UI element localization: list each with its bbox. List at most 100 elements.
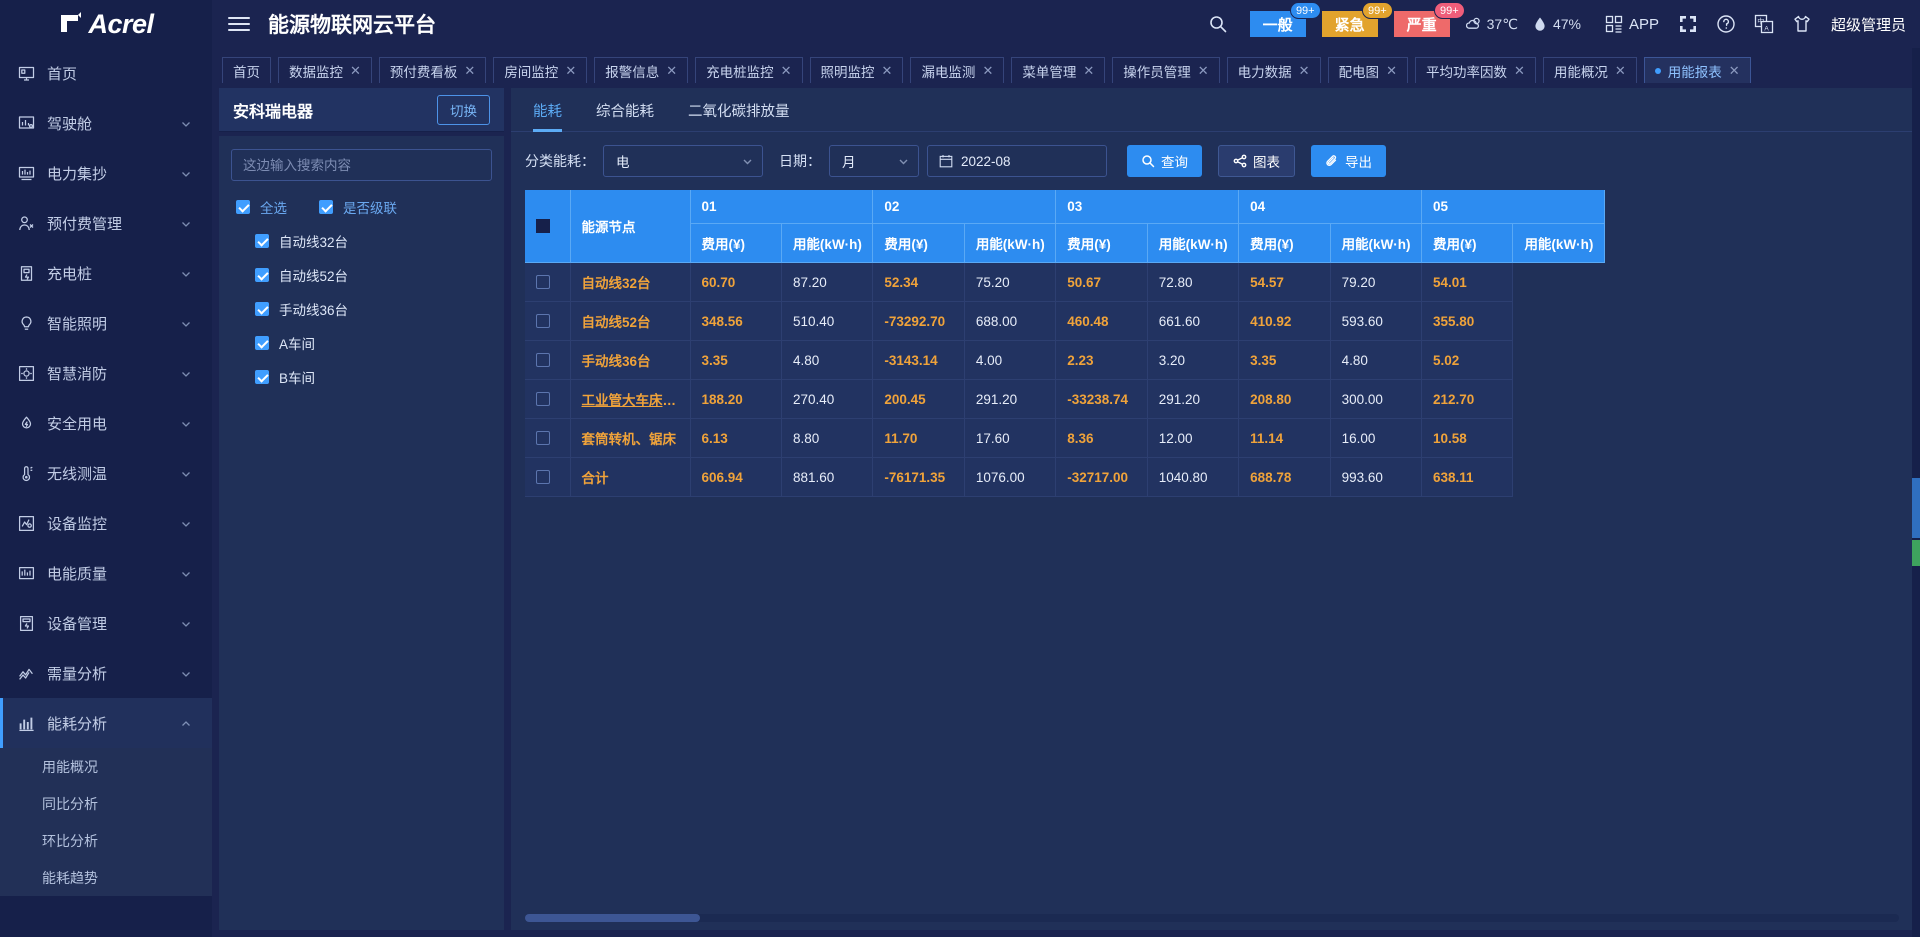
close-icon[interactable]: ✕ — [1197, 63, 1209, 78]
tree-node-checkbox[interactable] — [255, 302, 269, 316]
cascade-label[interactable]: 是否级联 — [343, 201, 397, 216]
scrollbar-thumb[interactable] — [525, 914, 700, 922]
tree-node-checkbox[interactable] — [255, 268, 269, 282]
period-select[interactable]: 月 — [829, 145, 919, 177]
sidebar-subitem-1[interactable]: 同比分析 — [0, 785, 212, 822]
sidebar-item-2[interactable]: 电力集抄 — [0, 148, 212, 198]
close-icon[interactable]: ✕ — [1386, 63, 1397, 78]
row-checkbox-cell[interactable] — [525, 301, 571, 341]
close-icon[interactable]: ✕ — [780, 63, 792, 78]
tree-node-checkbox[interactable] — [255, 336, 269, 350]
tree-node-3[interactable]: A车间 — [231, 333, 492, 353]
row-checkbox[interactable] — [536, 431, 550, 445]
sidebar-item-3[interactable]: 预付费管理 — [0, 198, 212, 248]
sidebar-item-11[interactable]: 设备管理 — [0, 598, 212, 648]
horizontal-scrollbar[interactable] — [525, 914, 1899, 922]
close-icon[interactable]: ✕ — [1298, 63, 1310, 78]
report-table-container[interactable]: 能源节点 01 02 03 04 05 费用(¥) 用能(kW·h) 费用(¥) 用能(kW·h… — [525, 190, 1899, 930]
close-icon[interactable]: ✕ — [350, 63, 361, 78]
page-scrollbar[interactable] — [1912, 48, 1920, 937]
tree-node-2[interactable]: 手动线36台 — [231, 299, 492, 319]
workspace-tab-8[interactable]: 菜单管理 ✕ — [1011, 57, 1106, 83]
table-row[interactable]: 自动线52台 348.56 510.40 -73292.70 688.00 460.48 6… — [525, 301, 1605, 341]
sidebar-item-12[interactable]: 需量分析 — [0, 648, 212, 698]
close-icon[interactable]: ✕ — [1728, 63, 1740, 78]
report-tab-2[interactable]: 二氧化碳排放量 — [688, 104, 790, 120]
tree-node-0[interactable]: 自动线32台 — [231, 231, 492, 251]
workspace-tab-6[interactable]: 照明监控 ✕ — [809, 57, 904, 83]
sidebar-item-13[interactable]: 能耗分析 — [0, 698, 212, 748]
workspace-tab-9[interactable]: 操作员管理 ✕ — [1112, 57, 1220, 83]
user-name[interactable]: 超级管理员 — [1830, 16, 1906, 34]
alarm-chip-2[interactable]: 严重 99+ — [1393, 2, 1465, 37]
workspace-tab-3[interactable]: 房间监控 ✕ — [493, 57, 588, 83]
workspace-tab-14[interactable]: 用能报表 ✕ — [1643, 57, 1751, 83]
sidebar-item-0[interactable]: 首页 — [0, 48, 212, 98]
workspace-tab-4[interactable]: 报警信息 ✕ — [594, 57, 689, 83]
workspace-tab-12[interactable]: 平均功率因数 ✕ — [1414, 57, 1536, 83]
close-icon[interactable]: ✕ — [982, 63, 994, 78]
sidebar-item-6[interactable]: 智慧消防 — [0, 348, 212, 398]
alarm-chip-1[interactable]: 紧急 99+ — [1321, 2, 1393, 37]
workspace-tab-10[interactable]: 电力数据 ✕ — [1226, 57, 1321, 83]
date-picker[interactable]: 2022-08 — [927, 145, 1107, 177]
close-icon[interactable]: ✕ — [565, 63, 577, 78]
table-row[interactable]: 工业管大车床、加... 188.20 270.40 200.45 291.20 -3323… — [525, 379, 1605, 419]
close-icon[interactable]: ✕ — [464, 63, 476, 78]
workspace-tab-5[interactable]: 充电桩监控 ✕ — [695, 57, 803, 83]
row-checkbox-cell[interactable] — [525, 418, 571, 458]
workspace-tab-7[interactable]: 漏电监测 ✕ — [910, 57, 1005, 83]
workspace-tab-2[interactable]: 预付费看板 ✕ — [378, 57, 487, 83]
workspace-tab-11[interactable]: 配电图 ✕ — [1327, 57, 1408, 83]
row-checkbox[interactable] — [536, 392, 550, 406]
sidebar-subitem-0[interactable]: 用能概况 — [0, 748, 212, 785]
sidebar-item-7[interactable]: 安全用电 — [0, 398, 212, 448]
hamburger-icon[interactable] — [228, 13, 250, 35]
tree-node-4[interactable]: B车间 — [231, 367, 492, 387]
sidebar-item-1[interactable]: 驾驶舱 — [0, 98, 212, 148]
table-row[interactable]: 自动线32台 60.70 87.20 52.34 75.20 50.67 72.80 54.5… — [525, 262, 1605, 302]
cascade-checkbox[interactable] — [319, 200, 333, 214]
sidebar-item-8[interactable]: 无线测温 — [0, 448, 212, 498]
row-checkbox-cell[interactable] — [525, 457, 571, 497]
sidebar-item-10[interactable]: 电能质量 — [0, 548, 212, 598]
select-all-label[interactable]: 全选 — [260, 201, 287, 216]
close-icon[interactable]: ✕ — [1513, 63, 1525, 78]
tree-node-checkbox[interactable] — [255, 234, 269, 248]
close-icon[interactable]: ✕ — [1614, 63, 1626, 78]
row-checkbox[interactable] — [536, 470, 550, 484]
export-button[interactable]: 导出 — [1311, 145, 1386, 177]
help-circle-icon[interactable] — [1716, 14, 1736, 34]
sidebar-item-9[interactable]: 设备监控 — [0, 498, 212, 548]
search-input[interactable] — [231, 149, 492, 181]
sidebar-item-5[interactable]: 智能照明 — [0, 298, 212, 348]
brand-logo[interactable]: Acrel — [0, 0, 212, 48]
header-checkbox[interactable] — [536, 219, 550, 233]
report-tab-1[interactable]: 综合能耗 — [596, 104, 654, 120]
alarm-chip-0[interactable]: 一般 99+ — [1249, 2, 1321, 37]
query-button[interactable]: 查询 — [1127, 145, 1202, 177]
node-name-cell[interactable]: 工业管大车床、加... — [570, 379, 691, 419]
theme-shirt-icon[interactable] — [1792, 14, 1812, 34]
row-checkbox[interactable] — [536, 314, 550, 328]
close-icon[interactable]: ✕ — [1083, 63, 1095, 78]
tree-node-1[interactable]: 自动线52台 — [231, 265, 492, 285]
row-checkbox[interactable] — [536, 353, 550, 367]
sidebar-item-4[interactable]: 充电桩 — [0, 248, 212, 298]
workspace-tab-0[interactable]: 首页 — [222, 57, 271, 83]
close-icon[interactable]: ✕ — [666, 63, 678, 78]
row-checkbox-cell[interactable] — [525, 262, 571, 302]
table-row[interactable]: 套筒转机、锯床 6.13 8.80 11.70 17.60 8.36 12.00 11.14 1… — [525, 418, 1605, 458]
workspace-tab-1[interactable]: 数据监控 ✕ — [278, 57, 372, 83]
select-all-header-cell[interactable] — [525, 190, 571, 263]
switch-button[interactable]: 切换 — [437, 94, 490, 125]
category-select[interactable]: 电 — [603, 145, 763, 177]
tree-node-checkbox[interactable] — [255, 370, 269, 384]
fullscreen-icon[interactable] — [1678, 14, 1698, 34]
row-checkbox-cell[interactable] — [525, 379, 571, 419]
workspace-tab-13[interactable]: 用能概况 ✕ — [1542, 57, 1637, 83]
sidebar-subitem-2[interactable]: 环比分析 — [0, 822, 212, 859]
select-all-checkbox[interactable] — [236, 200, 250, 214]
row-checkbox-cell[interactable] — [525, 340, 571, 380]
